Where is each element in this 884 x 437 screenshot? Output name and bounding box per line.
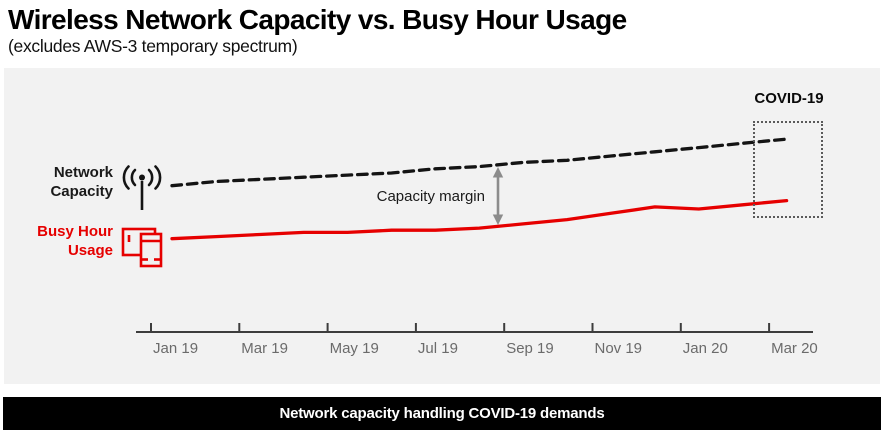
x-axis-tick-label: Jan 20 bbox=[683, 340, 728, 357]
page-subtitle: (excludes AWS-3 temporary spectrum) bbox=[8, 36, 298, 56]
network-capacity-line bbox=[170, 137, 789, 188]
footer-banner: Network capacity handling COVID-19 deman… bbox=[3, 397, 881, 430]
covid-highlight-box bbox=[753, 121, 823, 218]
capacity-margin-label: Capacity margin bbox=[376, 188, 485, 205]
antenna-icon bbox=[116, 165, 168, 220]
devices-icon bbox=[121, 226, 169, 273]
x-axis-tick-label: Mar 20 bbox=[771, 340, 818, 357]
x-axis-tick-label: May 19 bbox=[330, 340, 379, 357]
x-axis-tick-label: Nov 19 bbox=[595, 340, 643, 357]
x-axis-tick-label: Jul 19 bbox=[418, 340, 458, 357]
x-axis-tick-label: Sep 19 bbox=[506, 340, 554, 357]
legend-network-capacity: Network Capacity bbox=[50, 164, 113, 200]
page-title: Wireless Network Capacity vs. Busy Hour … bbox=[8, 4, 627, 35]
chart-panel: Jan 19 Mar 19 May 19 Jul 19 Sep 19 Nov 19 Jan … bbox=[4, 68, 880, 384]
busy-hour-usage-line bbox=[170, 198, 789, 241]
legend-busy-hour-usage: Busy Hour Usage bbox=[37, 223, 113, 259]
covid-label: COVID-19 bbox=[754, 90, 824, 107]
x-axis-tick-label: Mar 19 bbox=[241, 340, 288, 357]
x-axis-tick-label: Jan 19 bbox=[153, 340, 198, 357]
chart-canvas: Jan 19 Mar 19 May 19 Jul 19 Sep 19 Nov 19 Jan … bbox=[136, 137, 818, 357]
capacity-margin-arrow bbox=[492, 167, 504, 225]
